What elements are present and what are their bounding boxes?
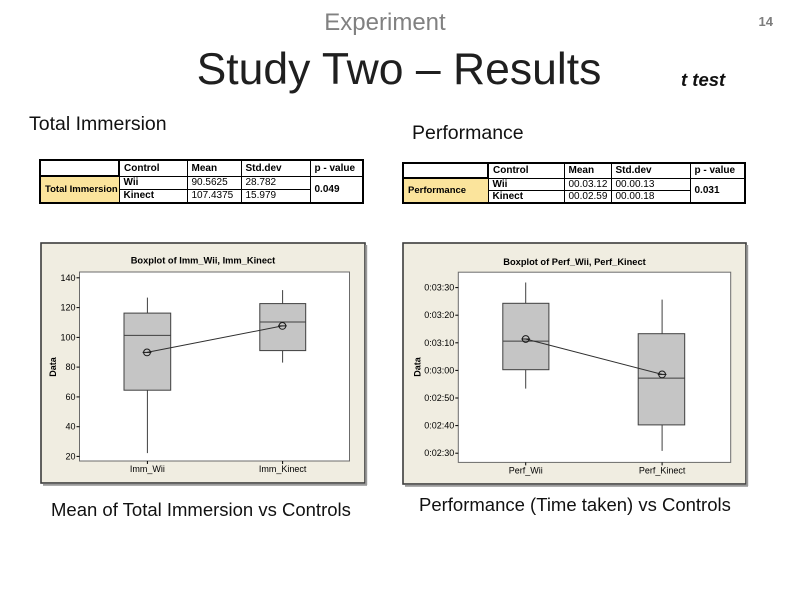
svg-text:0:02:30: 0:02:30 [424,448,454,458]
svg-text:0:03:00: 0:03:00 [424,365,454,375]
svg-text:Perf_Kinect: Perf_Kinect [639,466,686,476]
svg-text:40: 40 [65,422,75,432]
svg-text:80: 80 [65,362,75,372]
svg-text:0:02:50: 0:02:50 [424,393,454,403]
svg-text:0:03:10: 0:03:10 [424,338,454,348]
svg-text:0:02:40: 0:02:40 [424,421,454,431]
svg-text:Boxplot of Perf_Wii, Perf_Kine: Boxplot of Perf_Wii, Perf_Kinect [503,257,646,267]
svg-text:Data: Data [48,356,58,377]
svg-text:60: 60 [65,392,75,402]
svg-text:Imm_Wii: Imm_Wii [130,464,165,474]
svg-text:Boxplot of Imm_Wii, Imm_Kinect: Boxplot of Imm_Wii, Imm_Kinect [131,256,276,266]
svg-text:20: 20 [65,451,75,461]
svg-text:0:03:20: 0:03:20 [424,310,454,320]
svg-text:100: 100 [60,332,75,342]
svg-text:120: 120 [60,303,75,313]
svg-text:Perf_Wii: Perf_Wii [509,466,543,476]
svg-text:Imm_Kinect: Imm_Kinect [259,464,307,474]
svg-text:Data: Data [413,356,423,377]
svg-text:0:03:30: 0:03:30 [424,283,454,293]
svg-text:140: 140 [60,273,75,283]
